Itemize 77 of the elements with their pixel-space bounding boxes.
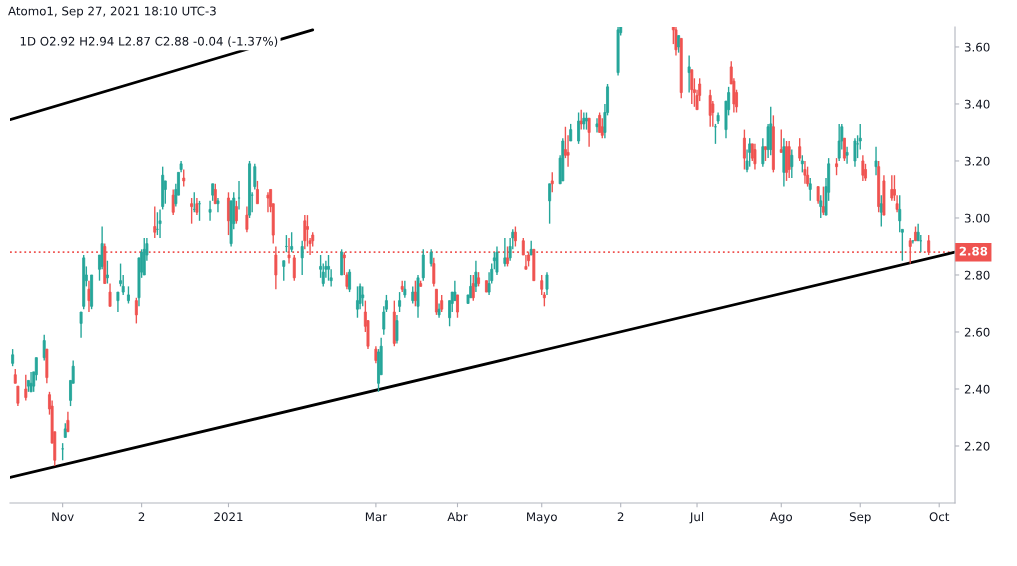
y-tick-label: 3.20 [964,156,990,166]
candlestick [79,311,83,339]
candlestick [803,160,807,185]
candlestick [327,254,330,282]
candlestick [874,146,878,176]
x-tick-label: 2021 [214,512,243,522]
candlestick [234,200,238,225]
y-tick-label: 2.60 [964,327,990,337]
candlestick [361,285,365,308]
x-tick-label: Mar [365,512,388,522]
candlestick [708,89,712,128]
candlestick [835,157,839,176]
candlestick [861,154,865,182]
candlestick [595,117,599,134]
chart-title: Atomo1, Sep 27, 2021 18:10 UTC-3 [8,6,216,18]
candlestick [287,237,291,265]
candlestick [398,291,402,313]
candlestick [548,183,552,225]
candlestick [790,148,794,179]
y-tick-label: 3.40 [964,99,990,109]
candlestick [266,191,270,213]
candlestick [853,137,857,168]
candlestick [798,137,802,162]
candlestick [456,294,459,319]
candlestick [690,69,694,105]
candlestick [908,237,912,265]
y-tick-label: 2.40 [964,384,990,394]
candlestick [208,200,212,222]
candlestick [290,231,294,253]
candlestick [126,285,130,305]
candlestick [453,279,457,302]
candlestick [108,282,112,308]
candlestick [355,285,359,319]
x-tick-label: 2 [617,512,624,521]
candlestick [105,260,109,285]
x-tick-label: Ago [769,512,793,524]
candlestick [158,208,162,239]
candlestick [506,245,509,268]
y-tick-label: 2.80 [964,270,990,280]
candlestick [550,171,554,194]
candlestick [845,146,849,165]
y-tick-label: 3.00 [964,213,990,223]
candlestick [842,137,846,162]
x-tick-label: Sep [849,512,871,524]
y-tick-label: 3.60 [964,42,990,52]
x-tick-label: Jul [689,512,704,524]
candlestick [434,288,438,316]
candlestick [421,248,425,282]
candlestick [432,257,436,288]
candlestick [253,163,257,191]
x-tick-label: Oct [929,512,950,522]
x-tick-label: Mayo [527,512,557,524]
candlestick [292,254,296,282]
candlestick [282,260,286,282]
candlestick [742,128,746,171]
ref-line-label: 2.88 [959,246,988,256]
candlestick [245,205,249,233]
candlestick [216,197,220,213]
candlestick [237,180,241,211]
candlestick [134,297,138,325]
x-tick-label: Abr [447,512,468,522]
candlestick [837,123,841,162]
y-tick-label: 2.20 [964,441,990,451]
candlestick [255,180,259,205]
candlestick [540,274,544,296]
candlestick [87,279,91,313]
text: 1D O2.92 H2.94 L2.87 C2.88 -0.04 (-1.37%) [20,36,278,48]
candlestick [687,54,691,94]
candlestick [484,279,488,293]
x-tick-label: Nov [52,512,74,522]
candlestick [808,177,812,202]
candlestick [545,271,549,296]
candlestick [477,271,481,288]
x-tick-label: 2 [138,512,145,521]
candlestick [300,240,304,276]
candlestick [395,314,399,345]
candlestick [66,411,70,433]
